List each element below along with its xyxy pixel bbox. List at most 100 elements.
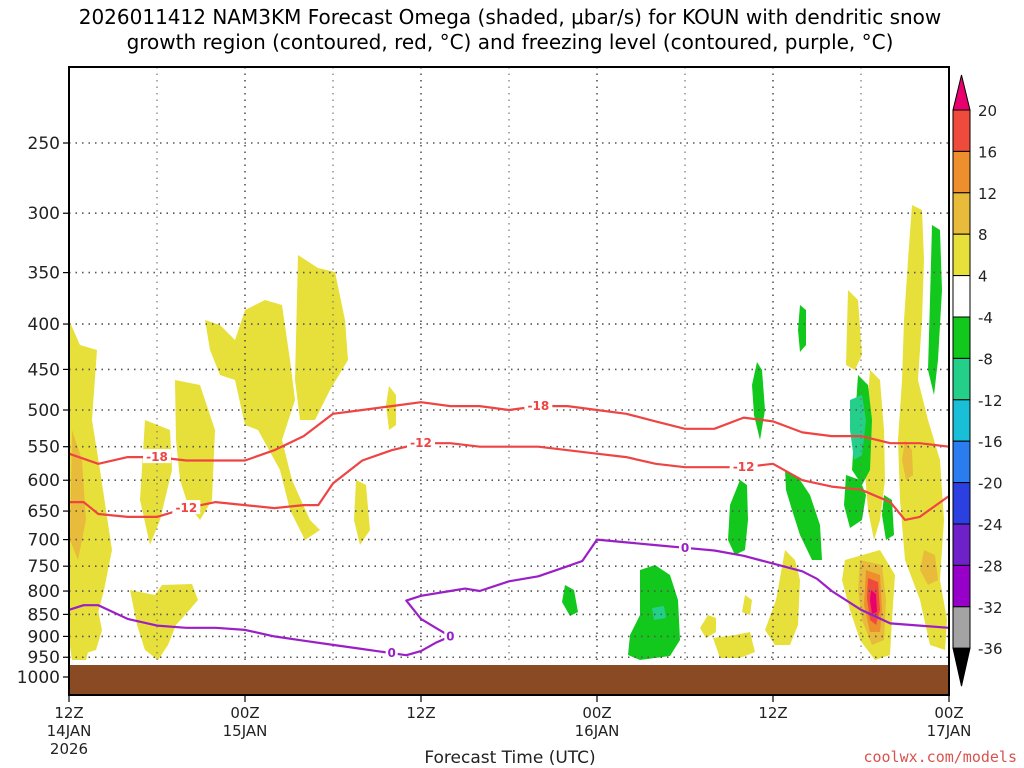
colorbar-arrow-bottom [952, 647, 971, 687]
x-tick-date-36: 16JAN [575, 722, 620, 740]
omega-area-green-k [652, 606, 666, 620]
contour--12 [69, 442, 950, 521]
x-tick-date-60: 17JAN [927, 722, 972, 740]
omega-area-left-ascent-d [175, 380, 215, 520]
colorbar-arrow-top [952, 74, 971, 111]
omega-area-green-c [728, 480, 748, 555]
colorbar-label-9: -20 [978, 475, 1003, 493]
contour-label-0C-1: 0 [387, 646, 395, 660]
x-axis-label: Forecast Time (UTC) [424, 748, 595, 768]
contour-label--12-2: -12 [733, 460, 755, 474]
colorbar-label-2: 12 [978, 185, 997, 203]
contour-label-bg--12-1 [407, 435, 435, 450]
colorbar-label-13: -36 [978, 640, 1003, 658]
y-tick-label-750: 750 [28, 557, 60, 577]
contour-0C [68, 538, 950, 657]
contour-label--12-1: -12 [410, 436, 432, 450]
omega-area-right-ascent-e [920, 550, 938, 585]
colorbar-label-10: -24 [978, 516, 1003, 534]
y-tick-label-250: 250 [28, 134, 60, 154]
contour-label-bg-0C-2 [679, 539, 691, 554]
colorbar-label-12: -32 [978, 599, 1003, 617]
contour-label-bg--12-0 [172, 500, 201, 515]
colorbar-bin-6 [952, 316, 971, 359]
colorbar-label-4: 4 [978, 268, 988, 286]
colorbar-bin-3 [952, 192, 971, 235]
colorbar-label-8: -16 [978, 433, 1003, 451]
y-tick-label-800: 800 [28, 582, 60, 602]
y-tick-label-950: 950 [28, 648, 60, 668]
omega-area-lower-mid-b [742, 595, 752, 615]
y-tick-label-1000: 1000 [17, 668, 60, 688]
colorbar-bin-9 [952, 440, 971, 484]
y-tick-label-900: 900 [28, 627, 60, 647]
colorbar-label-11: -28 [978, 557, 1003, 575]
x-tick-label-0: 12Z [54, 704, 83, 722]
grid-lines [69, 67, 949, 678]
colorbar-label-6: -8 [978, 350, 993, 368]
contour--18 [68, 401, 950, 465]
colorbar-bin-5 [952, 275, 971, 318]
colorbar: 20 16 12 8 4 -4 -8 -12 -16 -20 -24 -28 -32 -36 [952, 74, 1003, 687]
colorbar-label-7: -12 [978, 392, 1003, 410]
contour-label-bg-0C-0 [444, 628, 457, 643]
omega-area-green-g [928, 225, 942, 395]
y-tick-label-300: 300 [28, 204, 60, 224]
y-tick-label-450: 450 [28, 360, 60, 380]
omega-shading [69, 205, 947, 660]
colorbar-bin-12 [952, 564, 971, 608]
colorbar-bin-13 [952, 606, 971, 649]
y-tick-label-850: 850 [28, 605, 60, 625]
omega-area-green-h [882, 495, 894, 540]
y-tick-label-550: 550 [28, 438, 60, 458]
x-tick-label-60: 00Z [934, 704, 963, 722]
contour-label-bg-0C-1 [385, 645, 398, 660]
omega-area-right-bottom-e [870, 590, 877, 614]
colorbar-bin-7 [952, 357, 971, 401]
contour-lines: -18 -18 -12 -12 -12 0 0 0 [68, 398, 950, 660]
colorbar-bin-11 [952, 523, 971, 566]
chart-title-line2: growth region (contoured, red, °C) and f… [127, 30, 894, 54]
omega-area-lower-mid-c [713, 632, 755, 658]
omega-area-green-l [562, 585, 578, 616]
colorbar-bin-10 [952, 482, 971, 525]
y-tick-label-400: 400 [28, 315, 60, 335]
contour-label-bg--12-2 [729, 459, 758, 474]
colorbar-label-3: 8 [978, 226, 988, 244]
omega-area-green-d [785, 470, 822, 560]
contour-label-bg--18-1 [524, 398, 553, 413]
colorbar-bin-2 [952, 150, 971, 194]
x-tick-label-24: 12Z [406, 704, 435, 722]
omega-area-mid-left-c [130, 584, 198, 660]
omega-area-mid-small-b [386, 386, 396, 430]
omega-area-green-b [798, 305, 806, 352]
x-tick-year-0: 2026 [50, 740, 88, 758]
omega-area-lower-mid-a [700, 615, 716, 638]
contour-label-0C-0: 0 [446, 629, 454, 643]
x-tick-label-48: 12Z [758, 704, 787, 722]
omega-area-mid-left-b [295, 255, 348, 420]
omega-area-left-low-a [69, 560, 102, 655]
y-tick-label-350: 350 [28, 264, 60, 284]
y-tick-label-600: 600 [28, 471, 60, 491]
colorbar-label-0: 20 [978, 102, 997, 120]
credit-text: coolwx.com/models [863, 748, 1017, 766]
plot-frame [68, 66, 950, 696]
x-tick-date-0: 14JAN [47, 722, 92, 740]
colorbar-bin-4 [952, 233, 971, 277]
x-tick-date-12: 15JAN [223, 722, 268, 740]
x-tick-label-12: 00Z [230, 704, 259, 722]
y-tick-label-500: 500 [28, 401, 60, 421]
omega-area-right-ascent-c [898, 205, 947, 650]
contour-label--18-1: -18 [527, 399, 549, 413]
chart-title-line1: 2026011412 NAM3KM Forecast Omega (shaded… [79, 5, 942, 29]
contour-label--18-0: -18 [146, 450, 168, 464]
contour-label-0C-2: 0 [681, 541, 689, 555]
omega-area-mid-small-a [354, 480, 370, 545]
y-axis-ticks: 2503003504004505005506006507007508008509… [17, 134, 69, 688]
colorbar-bin-8 [952, 399, 971, 442]
plot-area: -18 -18 -12 -12 -12 0 0 0 [68, 66, 950, 696]
omega-area-right-ascent-d [902, 440, 913, 480]
